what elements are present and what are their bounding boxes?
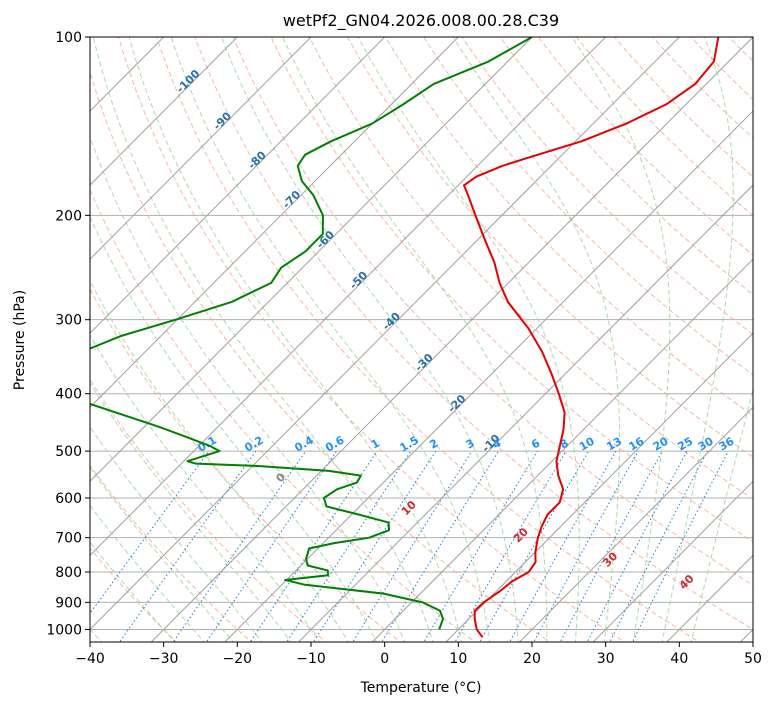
mixing-ratio-line [118, 450, 257, 642]
sounding-series [90, 37, 720, 638]
isotherm-line [90, 37, 460, 408]
mixing-ratio-line [286, 450, 412, 642]
mixing-ratio-line [454, 450, 567, 642]
dry-adiabat-line [232, 37, 753, 586]
isotherm-line [90, 37, 312, 260]
isotherm-line [297, 184, 753, 642]
moist-adiabat-line [90, 426, 263, 642]
isotherms [90, 37, 753, 642]
temperature-profile-line [462, 37, 720, 638]
mixing-ratio-line [312, 450, 437, 642]
mixing-ratio-line [249, 450, 378, 642]
moist-adiabat-line [571, 37, 671, 642]
y-tick-label: 300 [55, 313, 82, 329]
y-tick-label: 400 [55, 387, 82, 403]
dry-adiabat-line [461, 37, 753, 335]
dry-adiabat-line [90, 378, 327, 642]
x-tick-label: 20 [523, 651, 541, 667]
y-tick-label: 100 [55, 30, 82, 46]
moist-adiabat-line [661, 37, 734, 642]
x-axis-label: Temperature (°C) [360, 680, 482, 696]
dry-adiabat-line [90, 547, 178, 642]
mixing-ratio-line [172, 450, 307, 642]
mixing-ratio-line [90, 450, 210, 615]
y-axis-label: Pressure (hPa) [12, 290, 28, 390]
mixing-ratio-line [533, 450, 639, 642]
dry-adiabats [90, 37, 753, 642]
y-tick-label: 600 [55, 491, 82, 507]
x-tick-label: 50 [744, 651, 762, 667]
moist-adiabat-line [690, 387, 753, 642]
moist-adiabat-line [90, 382, 292, 642]
y-tick-label: 500 [55, 444, 82, 460]
moist-adiabat-line [282, 37, 548, 642]
dry-adiabat-line [270, 37, 753, 543]
y-axis-ticks: 100 200 300 400 500 600 700 800 900 1000 [46, 30, 90, 638]
isotherm-line [518, 406, 753, 642]
y-tick-label: 200 [55, 208, 82, 224]
mixing-ratio-line [423, 450, 538, 642]
moist-adiabat-line [221, 37, 519, 642]
dry-adiabat-line [90, 70, 551, 642]
mixing-ratio-line [609, 450, 708, 642]
mixing-ratio-lines [90, 450, 729, 642]
plot-frame [89, 36, 754, 643]
moist-adiabat-line [90, 334, 321, 642]
moist-adiabat-line [128, 37, 462, 642]
mixing-ratio-line [381, 450, 499, 642]
dry-adiabat-line [423, 37, 753, 376]
mixing-ratio-line [559, 450, 663, 642]
dry-adiabat-line [118, 37, 626, 642]
x-tick-label: 40 [670, 651, 688, 667]
dry-adiabat-line [308, 37, 753, 500]
isotherm-line [150, 37, 753, 642]
dry-adiabat-line [156, 37, 701, 642]
y-tick-label: 800 [55, 565, 82, 581]
isotherm-line [371, 258, 753, 642]
dry-adiabat-line [194, 37, 753, 631]
moist-adiabat-line [452, 37, 621, 642]
x-tick-label: 10 [449, 651, 467, 667]
dry-adiabat-line [90, 288, 402, 642]
isotherm-line [90, 37, 681, 631]
y-tick-label: 1000 [46, 622, 82, 638]
plot-area: -100-90-80-70-60-50-40-30-20-100.1 0.2 0.4… [90, 37, 753, 642]
y-tick-label: 900 [55, 595, 82, 611]
moist-adiabat-line [357, 37, 580, 642]
x-tick-label: 30 [597, 651, 615, 667]
mixing-ratio-line [586, 450, 688, 642]
moist-adiabat-line [90, 466, 234, 642]
isotherm-line [90, 37, 607, 557]
dewpoint-profile-line [90, 37, 533, 630]
moist-adiabat-line [90, 215, 378, 642]
chart-title: wetPf2_GN04.2026.008.00.28.C39 [283, 11, 559, 31]
isotherm-line [90, 37, 386, 334]
x-tick-label: −10 [296, 651, 326, 667]
x-tick-label: −20 [223, 651, 253, 667]
isotherm-line [592, 480, 753, 642]
x-tick-label: −40 [75, 651, 105, 667]
x-axis-ticks: −40 −30 −20 −10 0 10 20 30 40 50 [75, 642, 762, 667]
isotherm-line [90, 37, 239, 186]
mixing-ratio-line [352, 450, 473, 642]
x-tick-label: −30 [149, 651, 179, 667]
dry-adiabat-line [346, 37, 753, 458]
mixing-ratio-line [205, 450, 338, 642]
isotherm-line [90, 37, 533, 483]
dry-adiabat-line [90, 188, 476, 642]
isotherm-line [445, 332, 753, 642]
x-tick-label: 0 [380, 651, 389, 667]
moist-adiabat-line [90, 279, 349, 642]
y-tick-label: 700 [55, 531, 82, 547]
